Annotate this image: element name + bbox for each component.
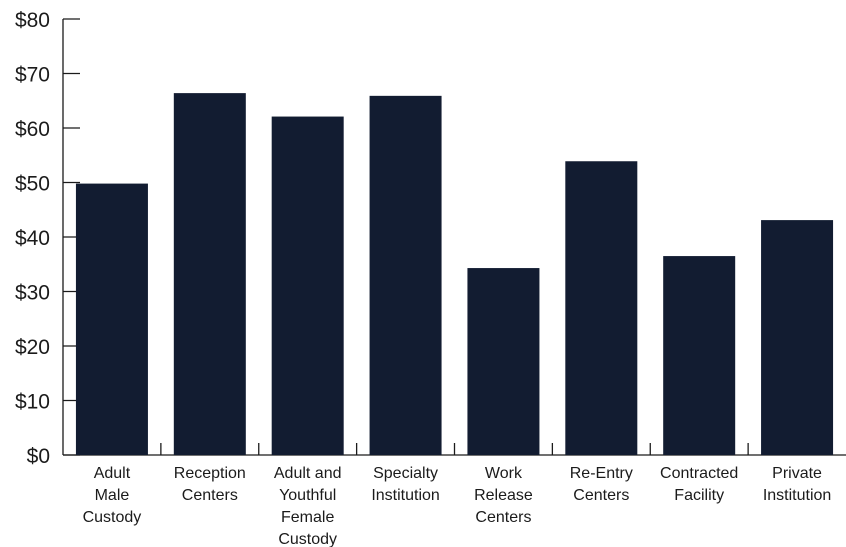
x-category-label: Work Release Centers (474, 465, 533, 526)
y-tick-label: $10 (15, 391, 50, 414)
y-axis: $0 $10 $20 $30 $40 $50 $60 $70 $80 (15, 9, 80, 468)
bar (173, 93, 246, 456)
x-category-label-line: Institution (763, 487, 831, 504)
x-category-label-line: Release (474, 487, 533, 504)
bar (271, 116, 344, 456)
x-category-label: Adult and Youthful Female Custody (274, 465, 342, 547)
x-category-label-line: Institution (371, 487, 439, 504)
bar (761, 220, 834, 455)
bar (565, 161, 638, 455)
x-category-label-line: Female (281, 509, 334, 526)
x-category-label: Reception Centers (174, 465, 246, 504)
y-tick-label: $0 (27, 445, 50, 468)
x-category-label-line: Youthful (279, 487, 336, 504)
x-category-label: Contracted Facility (660, 465, 738, 504)
y-tick-label: $50 (15, 173, 50, 196)
x-category-label-line: Work (485, 465, 523, 482)
y-tick-label: $20 (15, 336, 50, 359)
bar (663, 256, 736, 455)
x-category-label-line: Specialty (373, 465, 438, 482)
x-category-label-line: Custody (278, 531, 337, 547)
x-category-label: Private Institution (763, 465, 831, 504)
y-tick-label: $70 (15, 64, 50, 87)
x-category-label-line: Facility (674, 487, 724, 504)
y-tick-label: $60 (15, 118, 50, 141)
x-category-label-line: Private (772, 465, 822, 482)
y-tick-label: $40 (15, 227, 50, 250)
x-category-label-line: Centers (475, 509, 531, 526)
x-category-label-line: Centers (573, 487, 629, 504)
bar (467, 268, 540, 455)
y-tick-label: $80 (15, 9, 50, 32)
bar (369, 95, 442, 455)
x-category-label: Re-Entry Centers (570, 465, 633, 504)
x-category-label-line: Centers (182, 487, 238, 504)
x-category-label-line: Reception (174, 465, 246, 482)
x-category-label: Specialty Institution (371, 465, 439, 504)
x-category-label-line: Male (95, 487, 130, 504)
x-category-label-line: Re-Entry (570, 465, 633, 482)
x-category-label-line: Adult and (274, 465, 342, 482)
x-category-label-line: Adult (94, 465, 131, 482)
x-axis-labels: Adult Male Custody Reception Centers Adult an… (83, 465, 832, 547)
bar (75, 183, 148, 455)
x-category-label: Adult Male Custody (83, 465, 142, 526)
bars (75, 93, 834, 456)
x-category-label-line: Contracted (660, 465, 738, 482)
x-category-label-line: Custody (83, 509, 142, 526)
y-tick-label: $30 (15, 282, 50, 305)
